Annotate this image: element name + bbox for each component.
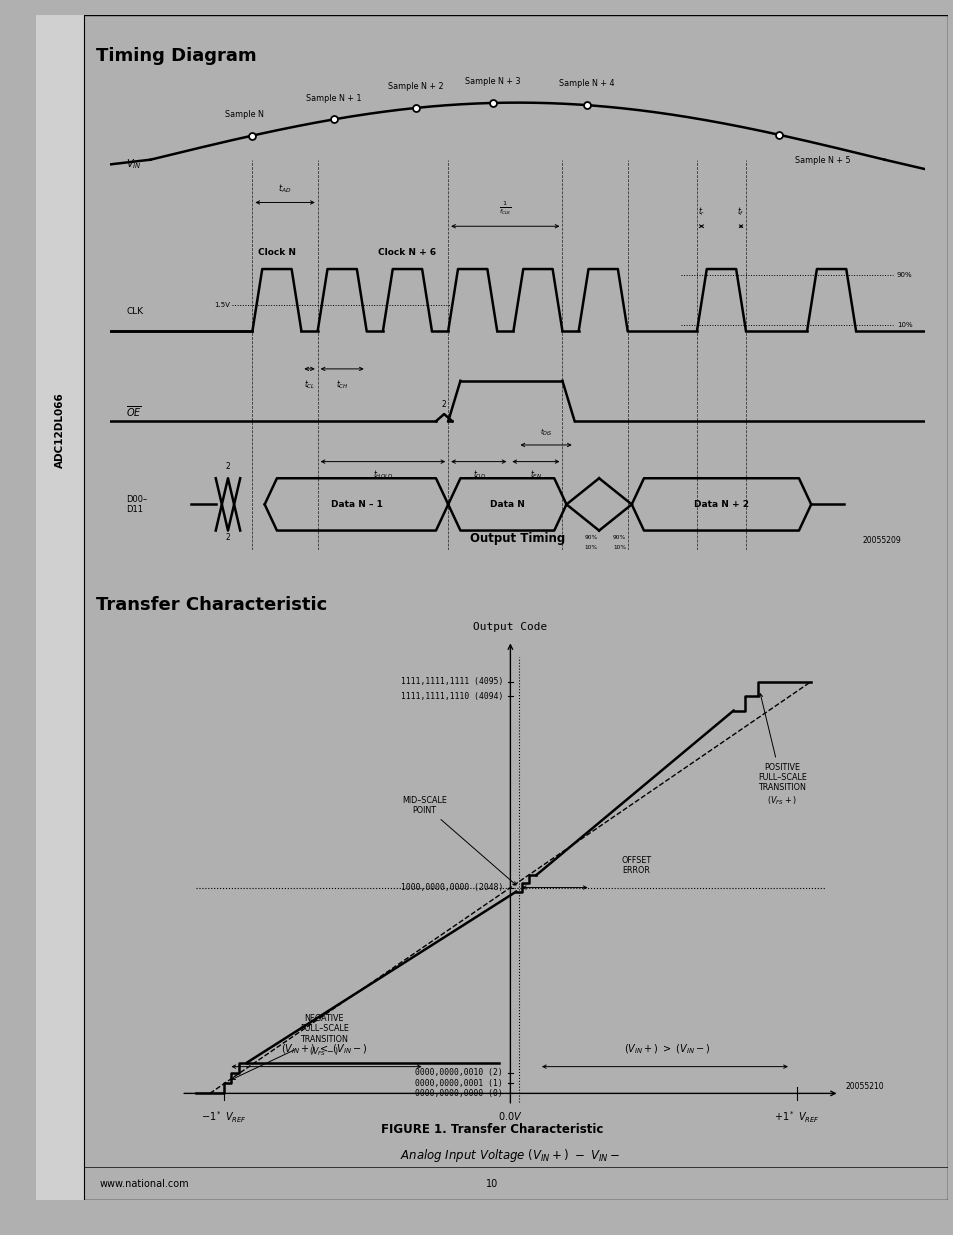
Text: Output Timing: Output Timing — [470, 532, 564, 545]
Text: www.national.com: www.national.com — [100, 1179, 190, 1189]
Text: $V_{IN}$: $V_{IN}$ — [126, 158, 141, 172]
Text: 1000,0000,0000 (2048): 1000,0000,0000 (2048) — [400, 883, 503, 892]
Text: Sample N + 2: Sample N + 2 — [387, 83, 443, 91]
Text: $-1^*\ V_{REF}$: $-1^*\ V_{REF}$ — [201, 1110, 247, 1125]
Text: Data N: Data N — [490, 500, 524, 509]
Text: 20055209: 20055209 — [862, 536, 900, 545]
Text: Timing Diagram: Timing Diagram — [95, 47, 256, 64]
Text: 0000,0000,0010 (2): 0000,0000,0010 (2) — [416, 1068, 503, 1077]
Text: $(V_{IN}+)\ >\ (V_{IN}-)$: $(V_{IN}+)\ >\ (V_{IN}-)$ — [624, 1042, 710, 1056]
Text: 2: 2 — [225, 534, 230, 542]
Bar — [36, 15, 84, 1200]
Text: $t_r$: $t_r$ — [698, 205, 705, 217]
Text: Sample N + 4: Sample N + 4 — [558, 79, 614, 89]
Text: Sample N + 1: Sample N + 1 — [306, 94, 361, 103]
Text: $t_{AD}$: $t_{AD}$ — [278, 183, 292, 195]
Text: 1.5V: 1.5V — [214, 301, 231, 308]
Text: 10%: 10% — [584, 545, 597, 550]
Text: 90%: 90% — [612, 535, 625, 540]
Text: 1111,1111,1110 (4094): 1111,1111,1110 (4094) — [400, 692, 503, 700]
Text: 90%: 90% — [896, 272, 911, 278]
Text: 90%: 90% — [584, 535, 597, 540]
Text: CLK: CLK — [126, 308, 143, 316]
Text: $t_{DIS}$: $t_{DIS}$ — [539, 426, 552, 438]
Text: Clock N + 6: Clock N + 6 — [378, 248, 436, 257]
Text: $t_{CH}$: $t_{CH}$ — [335, 378, 348, 391]
Text: $\overline{OE}$: $\overline{OE}$ — [126, 404, 142, 419]
Text: 10%: 10% — [896, 321, 911, 327]
Text: $t_{CL}$: $t_{CL}$ — [304, 378, 314, 391]
Text: $\frac{1}{f_{CLK}}$: $\frac{1}{f_{CLK}}$ — [498, 199, 511, 216]
Text: Sample N + 5: Sample N + 5 — [794, 156, 850, 165]
Text: Sample N: Sample N — [225, 110, 263, 119]
Text: 2: 2 — [225, 462, 230, 471]
Text: NEGATIVE
FULL–SCALE
TRANSITION
$(V_{FS}-)$: NEGATIVE FULL–SCALE TRANSITION $(V_{FS}-… — [232, 1014, 349, 1079]
Text: D00–
D11: D00– D11 — [126, 495, 147, 514]
Text: OFFSET
ERROR: OFFSET ERROR — [620, 856, 651, 876]
Text: Sample N + 3: Sample N + 3 — [465, 78, 520, 86]
Text: $+1^*\ V_{REF}$: $+1^*\ V_{REF}$ — [773, 1110, 819, 1125]
Text: Output Code: Output Code — [473, 622, 547, 632]
Text: $0.0V$: $0.0V$ — [497, 1110, 522, 1121]
Text: $t_{HOLD}$: $t_{HOLD}$ — [373, 469, 393, 482]
Text: ADC12DL066: ADC12DL066 — [55, 391, 65, 468]
Text: Data N – 1: Data N – 1 — [330, 500, 382, 509]
Text: 10%: 10% — [612, 545, 625, 550]
Text: $t_f$: $t_f$ — [737, 205, 744, 217]
Text: 1111,1111,1111 (4095): 1111,1111,1111 (4095) — [400, 677, 503, 687]
Text: 0000,0000,0000 (0): 0000,0000,0000 (0) — [416, 1089, 503, 1098]
Text: Clock N: Clock N — [257, 248, 295, 257]
Text: 20055210: 20055210 — [845, 1082, 883, 1091]
Text: Transfer Characteristic: Transfer Characteristic — [95, 595, 327, 614]
Text: Analog Input Voltage $(V_{IN}+)\ -\ V_{IN}-$: Analog Input Voltage $(V_{IN}+)\ -\ V_{I… — [400, 1147, 619, 1163]
Text: $(V_{IN}+)\ <\ (V_{IN}-)$: $(V_{IN}+)\ <\ (V_{IN}-)$ — [281, 1042, 367, 1056]
Text: 10: 10 — [486, 1179, 497, 1189]
Text: MID–SCALE
POINT: MID–SCALE POINT — [401, 795, 516, 885]
Text: 2: 2 — [441, 400, 446, 409]
Text: 0000,0000,0001 (1): 0000,0000,0001 (1) — [416, 1078, 503, 1088]
Text: $t_{EN}$: $t_{EN}$ — [530, 469, 542, 482]
Text: Data N + 2: Data N + 2 — [693, 500, 748, 509]
Text: $t_{OD}$: $t_{OD}$ — [472, 469, 485, 482]
Text: POSITIVE
FULL–SCALE
TRANSITION
$(V_{FS}+)$: POSITIVE FULL–SCALE TRANSITION $(V_{FS}+… — [757, 694, 806, 806]
Text: FIGURE 1. Transfer Characteristic: FIGURE 1. Transfer Characteristic — [380, 1123, 603, 1136]
